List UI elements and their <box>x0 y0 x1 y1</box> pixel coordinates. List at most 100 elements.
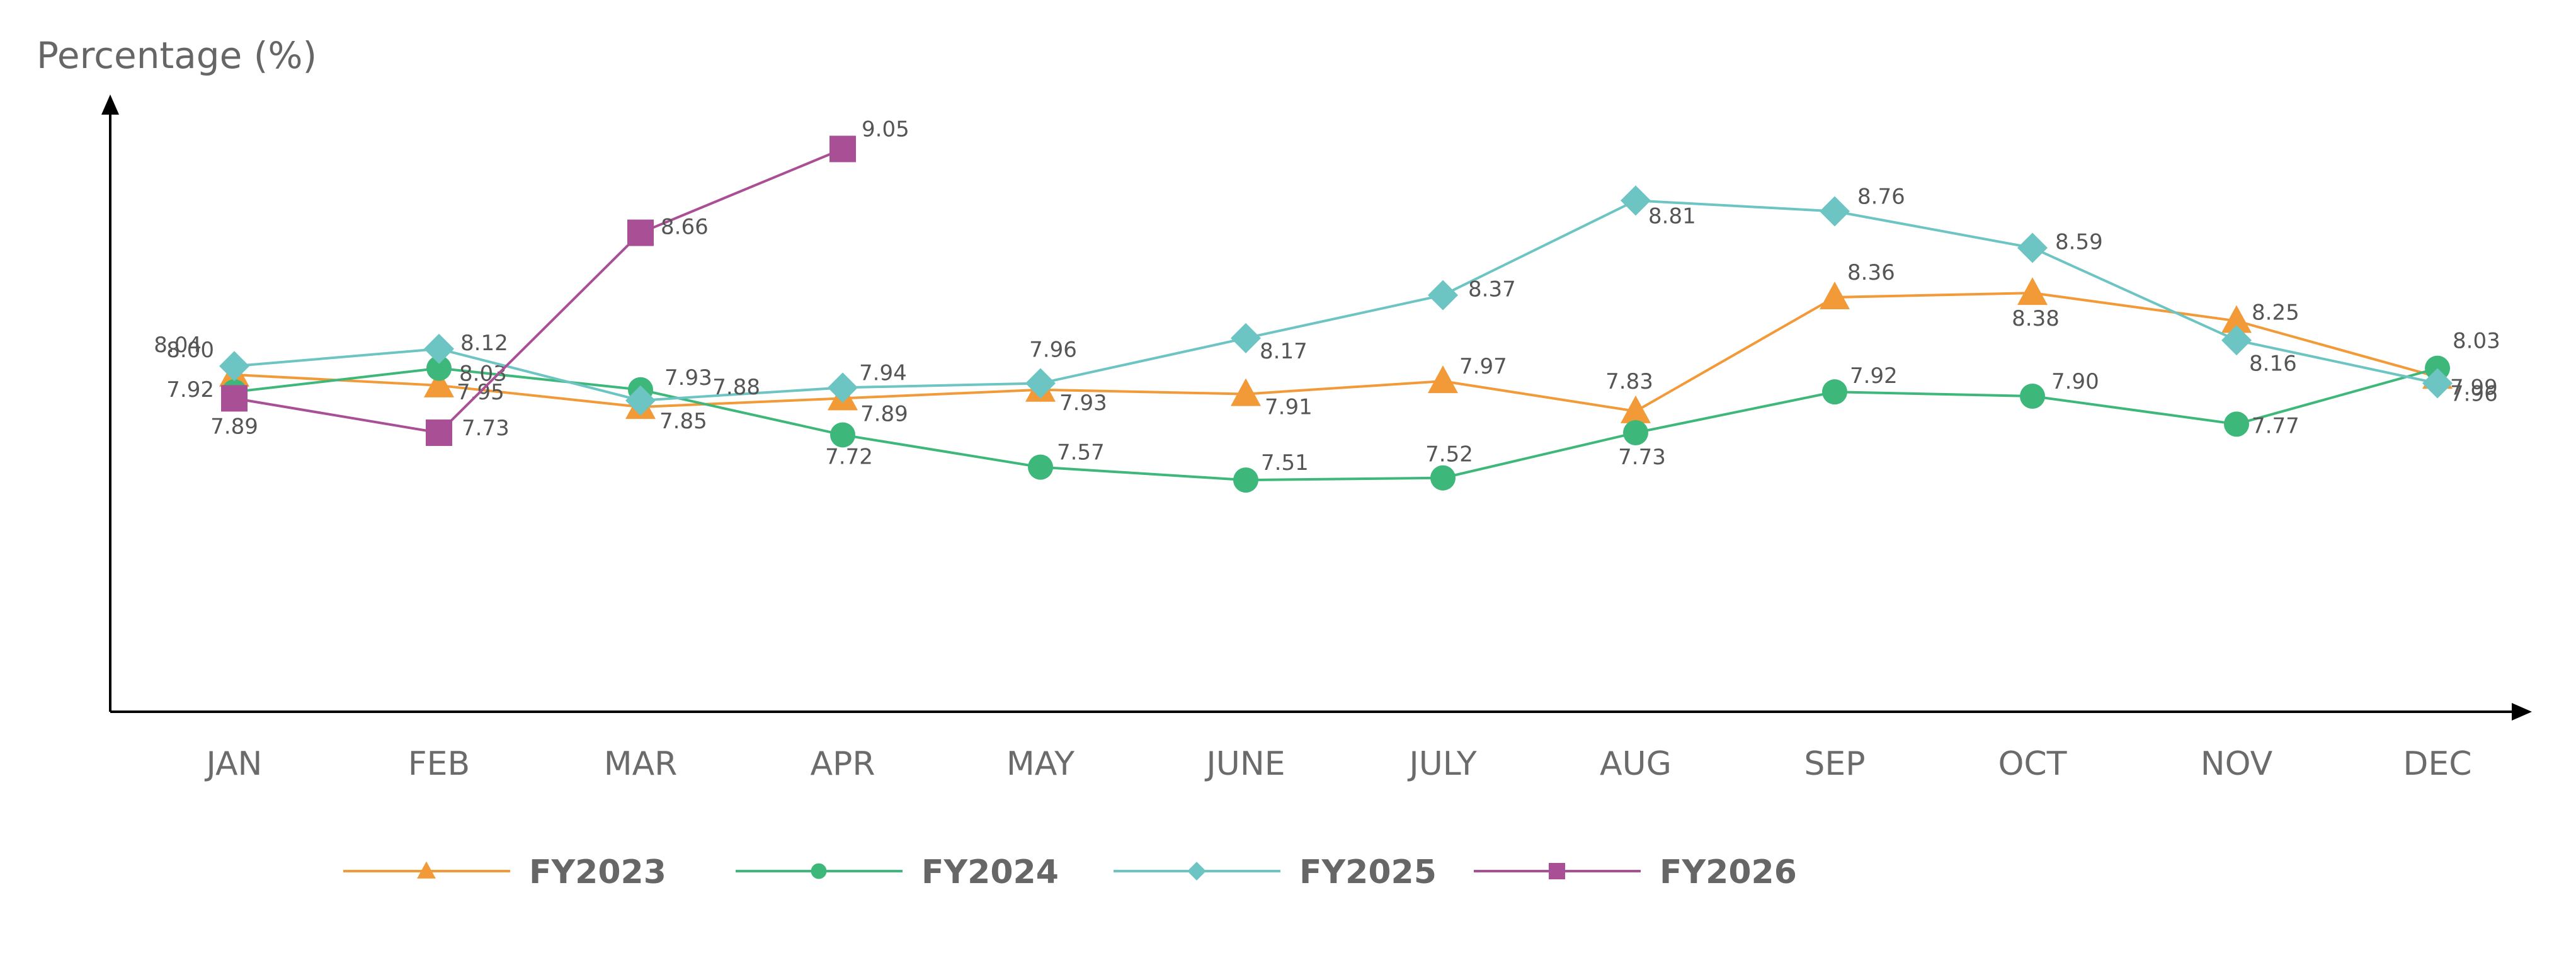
x-tick-label: APR <box>810 745 875 783</box>
y-axis-label: Percentage (%) <box>37 34 317 77</box>
series-fy2026: 7.89 7.73 8.66 9.05 <box>210 117 909 447</box>
data-label: 7.77 <box>2252 413 2300 438</box>
diamond-marker <box>2221 325 2252 356</box>
data-label: 7.85 <box>659 409 707 434</box>
diamond-marker <box>1621 185 1651 216</box>
legend-item-fy2023: FY2023 <box>343 853 666 891</box>
x-tick-label: JULY <box>1407 745 1476 783</box>
series-fy2025: 8.04 8.12 7.88 7.94 7.96 8.17 8.37 8.81 8.76 8.59… <box>154 184 2498 416</box>
triangle-marker <box>424 369 454 397</box>
legend-item-fy2026: FY2026 <box>1474 853 1797 891</box>
circle-marker <box>2020 384 2045 409</box>
circle-marker <box>830 422 855 448</box>
square-marker <box>221 385 248 412</box>
diamond-marker <box>1025 368 1056 399</box>
diamond-marker <box>2017 232 2048 263</box>
data-label: 9.05 <box>862 117 909 142</box>
diamond-marker <box>2422 368 2453 399</box>
data-label: 7.89 <box>210 414 258 439</box>
data-label: 7.93 <box>664 365 712 391</box>
x-tick-label: JUNE <box>1204 745 1285 783</box>
data-label: 8.36 <box>1847 260 1895 285</box>
data-label: 7.52 <box>1425 442 1473 467</box>
circle-marker <box>1430 465 1456 491</box>
x-tick-label: FEB <box>408 745 470 783</box>
data-label: 8.16 <box>2249 351 2297 376</box>
legend-label: FY2025 <box>1299 853 1437 891</box>
triangle-marker <box>1428 365 1458 394</box>
circle-marker <box>2224 411 2249 437</box>
data-label: 7.92 <box>1850 363 1898 389</box>
data-label: 8.81 <box>1648 203 1696 229</box>
data-label: 7.96 <box>1029 338 1077 363</box>
x-tick-label: JAN <box>205 745 263 783</box>
series-line <box>234 292 2438 413</box>
series-line <box>234 147 843 435</box>
data-label: 7.73 <box>1618 445 1666 470</box>
data-label: 7.97 <box>1459 354 1507 379</box>
data-label: 7.94 <box>859 360 907 385</box>
triangle-marker <box>2017 277 2048 305</box>
x-tick-label: MAY <box>1006 745 1074 783</box>
legend-label: FY2026 <box>1660 853 1797 891</box>
data-label: 8.25 <box>2252 300 2300 326</box>
circle-marker <box>1623 420 1648 446</box>
circle-marker <box>1233 467 1258 493</box>
diamond-marker <box>1231 322 1261 353</box>
data-label: 8.00 <box>166 338 214 363</box>
x-tick-label: DEC <box>2403 745 2471 783</box>
legend-item-fy2025: FY2025 <box>1114 853 1437 891</box>
diamond-marker <box>1820 196 1850 227</box>
data-label: 8.37 <box>1468 277 1516 302</box>
data-label: 8.12 <box>460 331 508 356</box>
data-label: 7.57 <box>1057 440 1105 465</box>
x-axis-arrow <box>2512 703 2532 721</box>
circle-marker <box>811 863 827 879</box>
data-label: 7.88 <box>712 375 760 400</box>
x-tick-label: MAR <box>604 745 678 783</box>
series-line <box>234 199 2438 402</box>
data-label: 7.92 <box>166 377 214 402</box>
data-label: 7.89 <box>860 401 908 426</box>
data-label: 7.73 <box>462 416 510 441</box>
x-tick-label: NOV <box>2201 745 2273 783</box>
x-tick-label: SEP <box>1804 745 1865 783</box>
diamond-marker <box>424 333 454 364</box>
square-marker <box>1548 862 1566 880</box>
x-tick-label: AUG <box>1600 745 1672 783</box>
data-label: 7.99 <box>2450 375 2498 400</box>
data-label: 8.03 <box>2453 329 2500 354</box>
data-label: 7.96 <box>2450 382 2498 407</box>
triangle-marker <box>1621 395 1651 423</box>
circle-marker <box>1822 379 1847 405</box>
series-fy2024: 7.92 8.03 7.93 7.72 7.57 7.51 7.52 7.73 7.92 7.90… <box>166 329 2500 493</box>
diamond-marker <box>828 372 858 403</box>
triangle-marker <box>1820 281 1850 309</box>
circle-marker <box>426 355 452 381</box>
data-label: 7.51 <box>1261 450 1309 476</box>
data-label: 8.59 <box>2055 229 2103 254</box>
square-marker <box>627 219 654 246</box>
legend-label: FY2023 <box>529 853 666 891</box>
data-label: 7.72 <box>825 444 873 469</box>
data-label: 7.93 <box>1059 391 1107 416</box>
square-marker <box>829 135 856 163</box>
data-label: 8.76 <box>1857 184 1905 209</box>
data-label: 8.04 <box>154 333 202 358</box>
data-label: 7.90 <box>2051 369 2099 394</box>
triangle-marker <box>2221 305 2252 333</box>
data-label: 7.91 <box>1265 395 1313 420</box>
data-label: 8.38 <box>2012 306 2060 331</box>
diamond-marker <box>625 385 656 416</box>
data-label: 8.66 <box>661 215 709 240</box>
circle-marker <box>1028 454 1053 480</box>
diamond-marker <box>1187 862 1206 881</box>
series-line <box>234 367 2438 482</box>
series-fy2023: 8.007.957.85 7.89 7.93 7.917.977.838.368.38… <box>166 260 2497 434</box>
diamond-marker <box>219 351 249 382</box>
legend-label: FY2024 <box>921 853 1059 891</box>
y-axis-arrow <box>101 94 119 115</box>
x-tick-label: OCT <box>1998 745 2066 783</box>
